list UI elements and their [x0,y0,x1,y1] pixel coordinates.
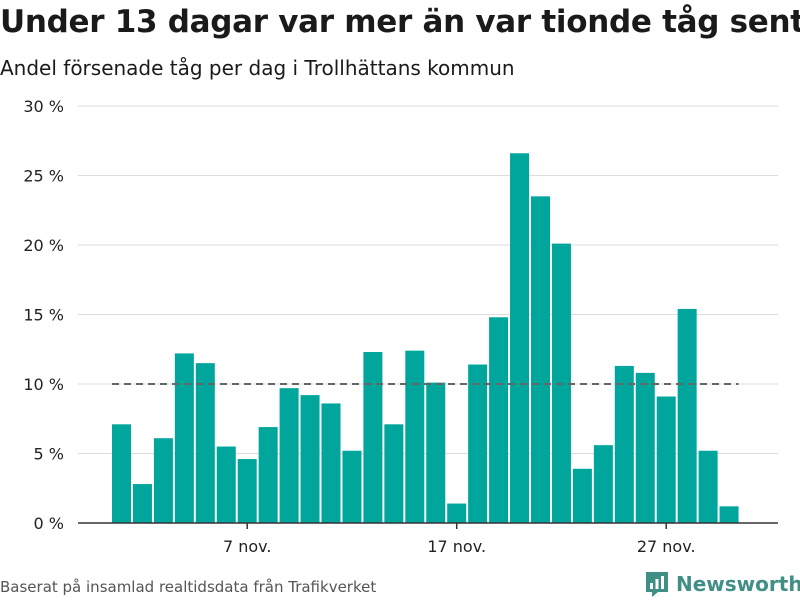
y-tick-label: 15 % [23,306,64,325]
bar [677,308,697,523]
bar [719,506,739,523]
bar [258,427,278,523]
bar [132,484,152,523]
bar [321,403,341,523]
bar [698,450,718,523]
bar [614,365,634,523]
y-tick-label: 10 % [23,375,64,394]
bar [426,382,446,523]
bars [112,153,739,524]
bar [384,424,404,523]
brand-logo: Newsworthy [644,570,800,598]
chart-title: Under 13 dagar var mer än var tionde tåg… [0,4,800,40]
bar [153,438,173,523]
bar [572,468,592,523]
bar [342,450,362,523]
source-note: Baserat på insamlad realtidsdata från Tr… [0,578,377,596]
bar [468,364,488,523]
x-tick-label: 17 nov. [427,537,486,556]
bar [279,388,299,523]
x-tick-label: 27 nov. [637,537,696,556]
bar [363,352,383,523]
bar [656,396,676,523]
bar [216,446,236,523]
y-tick-label: 30 % [23,97,64,116]
y-tick-label: 25 % [23,167,64,186]
y-tick-label: 20 % [23,236,64,255]
bar [447,503,467,523]
x-tick-label: 7 nov. [223,537,272,556]
bar [405,350,425,523]
bar [593,445,613,523]
newsworthy-icon [646,572,668,597]
y-axis-labels: 0 % 5 % 10 % 15 % 20 % 25 % 30 % [23,97,64,533]
x-axis: 7 nov. 17 nov. 27 nov. [78,522,778,556]
brand-name: Newsworthy [676,572,800,596]
bar [112,424,131,523]
y-tick-label: 5 % [34,445,64,464]
bar [174,353,194,523]
chart-subtitle: Andel försenade tåg per dag i Trollhätta… [0,56,515,80]
bar [237,459,257,523]
bar [300,395,320,523]
y-tick-label: 0 % [34,514,64,533]
bar [489,317,509,523]
bar [510,153,530,523]
bar [635,372,655,523]
bar [195,363,215,523]
bar [531,196,550,523]
